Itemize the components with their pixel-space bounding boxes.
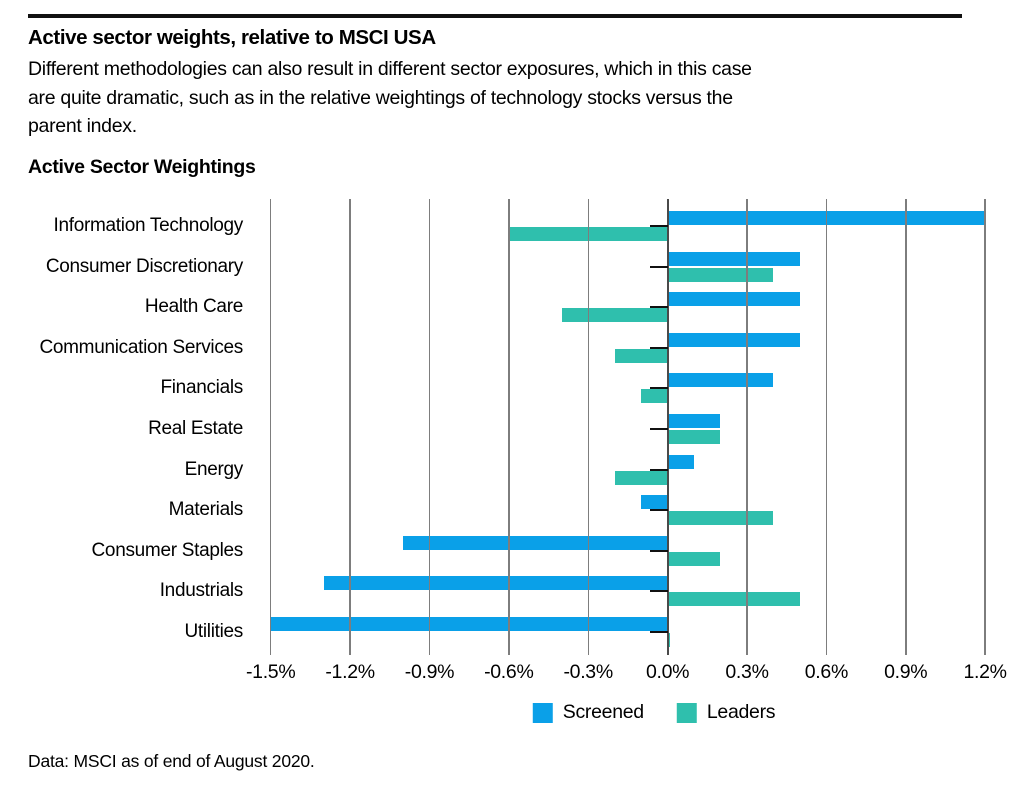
screened-bar xyxy=(403,535,668,550)
x-axis-tick-label: 0.3% xyxy=(725,661,769,683)
description-line: Different methodologies can also result … xyxy=(28,58,752,80)
gridline xyxy=(508,199,510,655)
category-tick xyxy=(649,509,668,512)
legend-swatch-screened xyxy=(532,702,553,723)
x-axis-tick-label: 0.6% xyxy=(804,661,849,683)
screened-bar xyxy=(667,332,800,347)
leaders-bar xyxy=(667,267,774,282)
x-axis-tick-label: -1.2% xyxy=(325,661,375,683)
description-line: parent index. xyxy=(28,115,137,137)
category-tick xyxy=(649,468,668,471)
screened-bar xyxy=(667,292,800,307)
legend-item-leaders: Leaders xyxy=(676,701,776,724)
category-label: Consumer Staples xyxy=(91,539,244,561)
description: Different methodologies can also result … xyxy=(28,55,752,141)
gridline xyxy=(349,199,351,655)
screened-bar xyxy=(270,617,668,631)
data-source: Data: MSCI as of end of August 2020. xyxy=(28,751,315,771)
leaders-bar xyxy=(667,511,774,526)
legend-label: Leaders xyxy=(706,701,776,723)
category-label: Materials xyxy=(168,499,244,521)
gridline xyxy=(984,199,986,655)
category-label: Real Estate xyxy=(148,418,243,439)
leaders-bar xyxy=(667,430,721,444)
category-label: Communication Services xyxy=(39,336,243,358)
category-label: Energy xyxy=(184,458,244,480)
chart-legend: Screened Leaders xyxy=(532,701,776,724)
category-tick xyxy=(649,306,668,309)
leaders-bar xyxy=(667,551,721,566)
zero-axis-line xyxy=(666,199,669,655)
screened-bar xyxy=(667,414,721,428)
category-tick xyxy=(649,631,668,633)
x-axis-tick-label: 0.9% xyxy=(884,661,928,683)
screened-bar xyxy=(667,373,774,388)
screened-bar xyxy=(323,576,668,591)
x-axis-tick-label: -0.9% xyxy=(404,661,455,683)
x-axis-tick-label: -0.3% xyxy=(563,661,613,683)
legend-label: Screened xyxy=(562,701,644,723)
category-tick xyxy=(649,549,668,552)
gridline xyxy=(746,199,748,655)
chart-title: Active Sector Weightings xyxy=(28,156,256,178)
leaders-bar xyxy=(561,308,668,323)
x-axis-tick-label: 1.2% xyxy=(963,661,1007,683)
category-label: Industrials xyxy=(159,580,244,602)
category-tick xyxy=(649,428,668,430)
category-label: Financials xyxy=(160,377,243,399)
category-tick xyxy=(649,346,668,349)
x-axis-tick-label: -0.6% xyxy=(484,661,534,683)
leaders-bar xyxy=(667,592,800,607)
gridline xyxy=(825,199,828,655)
legend-swatch-leaders xyxy=(676,702,697,723)
top-rule xyxy=(28,14,962,18)
leaders-bar xyxy=(641,389,668,404)
category-tick xyxy=(649,590,668,593)
legend-item-screened: Screened xyxy=(532,701,644,724)
category-tick xyxy=(649,265,668,268)
category-label: Utilities xyxy=(184,621,243,642)
x-axis-tick-label: 0.0% xyxy=(645,661,690,683)
leaders-bar xyxy=(614,348,668,363)
gridline xyxy=(587,199,589,655)
gridline xyxy=(905,199,907,655)
category-label: Information Technology xyxy=(53,215,243,236)
leaders-bar xyxy=(667,633,671,647)
category-tick xyxy=(649,225,668,227)
gridline xyxy=(428,199,431,655)
screened-bar xyxy=(667,251,800,266)
category-label: Health Care xyxy=(144,296,243,318)
leaders-bar xyxy=(614,470,668,485)
x-axis-tick-label: -1.5% xyxy=(245,661,296,683)
category-label: Consumer Discretionary xyxy=(45,255,243,277)
gridline xyxy=(269,199,272,655)
category-tick xyxy=(649,387,668,390)
screened-bar xyxy=(667,454,695,469)
description-line: are quite dramatic, such as in the relat… xyxy=(28,86,733,109)
screened-bar xyxy=(641,495,668,510)
page-title: Active sector weights, relative to MSCI … xyxy=(28,26,436,49)
